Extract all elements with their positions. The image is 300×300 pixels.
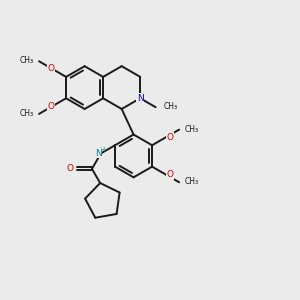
Text: N: N bbox=[137, 94, 144, 103]
Text: N: N bbox=[95, 149, 102, 158]
Text: O: O bbox=[167, 170, 174, 179]
Text: CH₃: CH₃ bbox=[164, 102, 178, 111]
Text: CH₃: CH₃ bbox=[184, 177, 199, 186]
Text: O: O bbox=[48, 64, 55, 73]
Text: CH₃: CH₃ bbox=[184, 124, 199, 134]
Text: CH₃: CH₃ bbox=[20, 56, 34, 65]
Text: CH₃: CH₃ bbox=[20, 109, 34, 118]
Text: O: O bbox=[167, 133, 174, 142]
Text: H: H bbox=[100, 147, 105, 153]
Text: O: O bbox=[67, 164, 73, 173]
Text: O: O bbox=[48, 102, 55, 111]
